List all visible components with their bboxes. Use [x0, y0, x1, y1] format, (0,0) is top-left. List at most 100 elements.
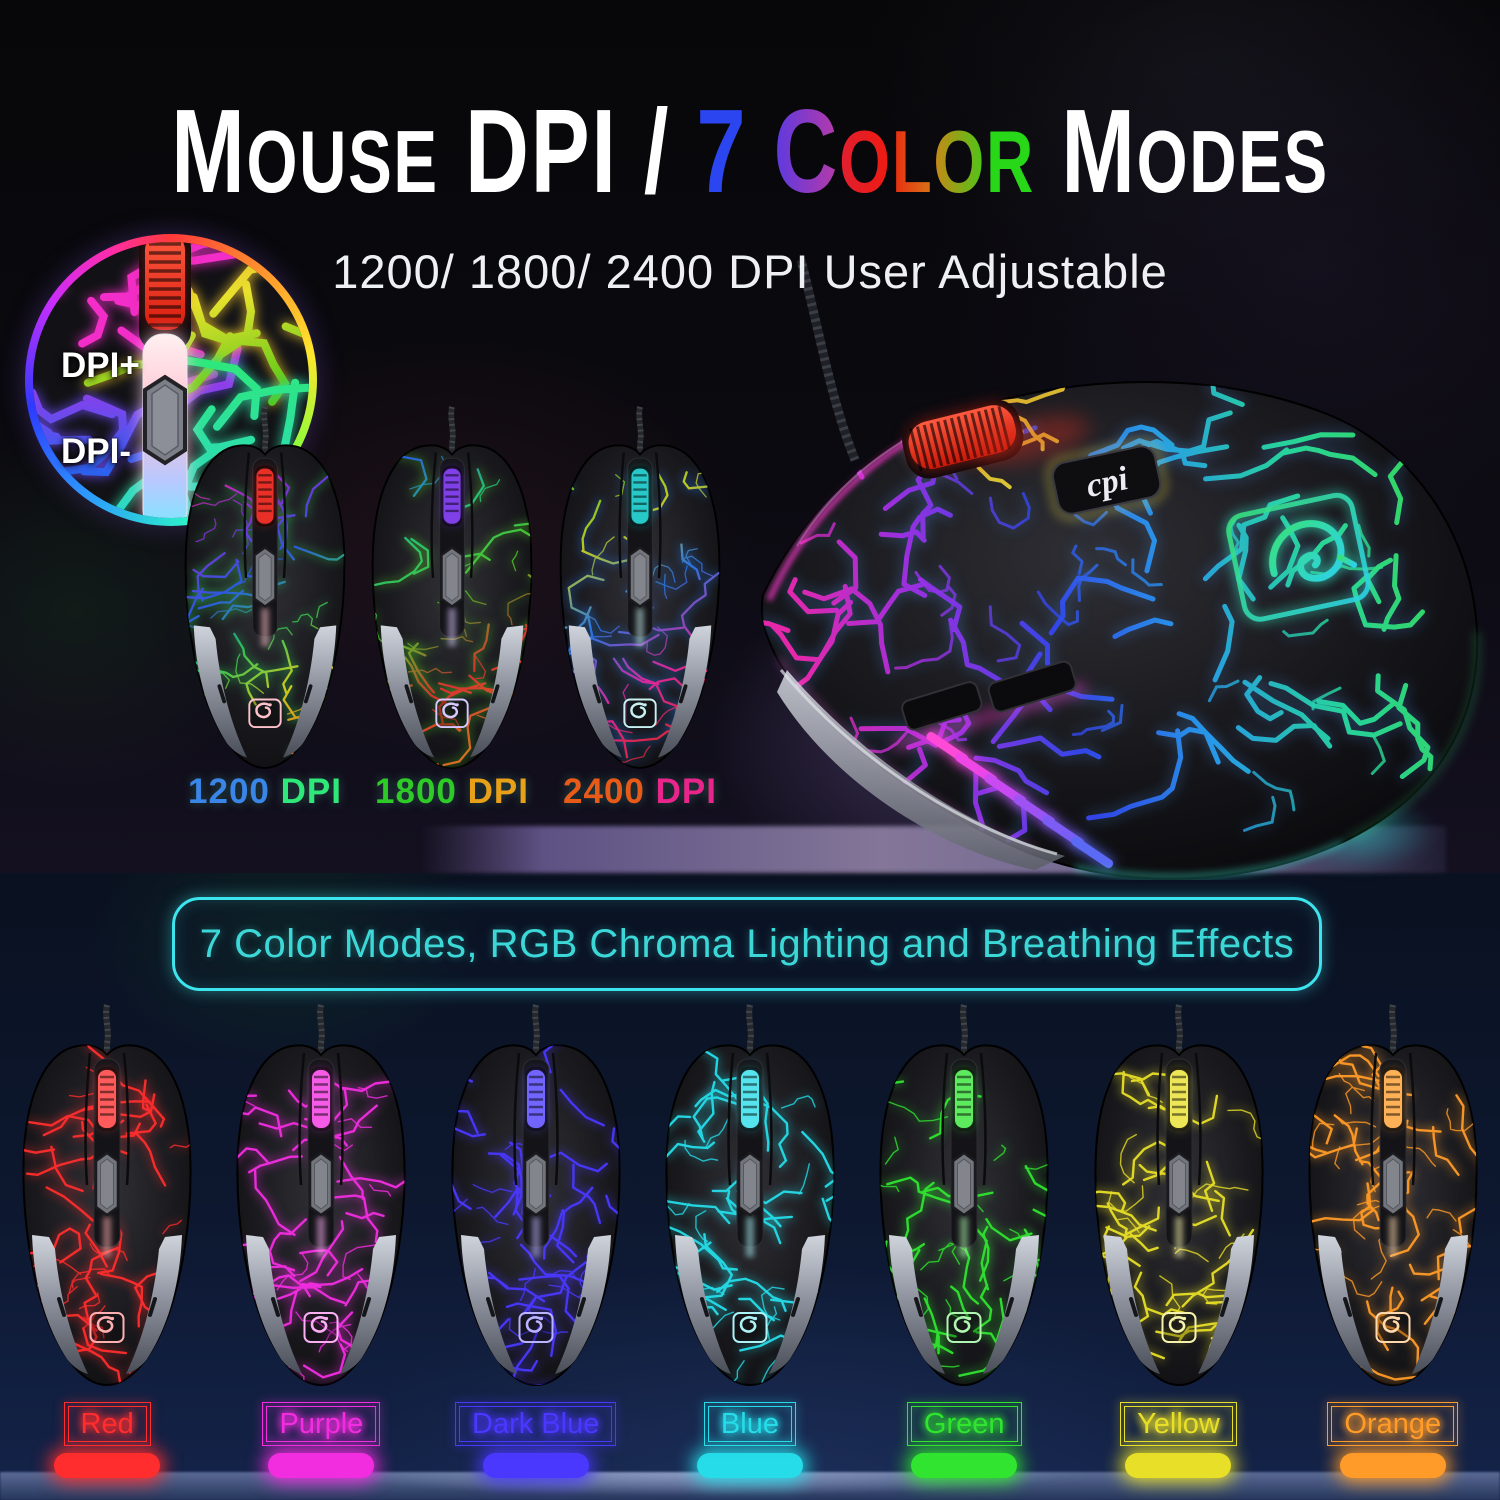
redragon-logo: [435, 698, 469, 728]
dpi-inset-art: [33, 242, 309, 518]
inset-circle-content: [33, 242, 309, 518]
side-grips: [1317, 1235, 1468, 1374]
color-glow-pill: [268, 1453, 375, 1478]
color-name-label: Blue: [707, 1406, 792, 1442]
dpi-value-label: 1200 DPI: [188, 772, 342, 811]
color-mouse-yellow: [1079, 1003, 1279, 1403]
color-modes-banner: 7 Color Modes, RGB Chroma Lighting and B…: [172, 897, 1322, 991]
big-mouse-cable: [796, 258, 860, 462]
gaming-mouse-top-view: [371, 406, 533, 769]
banner-text: 7 Color Modes, RGB Chroma Lighting and B…: [199, 921, 1295, 966]
side-grips: [889, 1235, 1040, 1374]
color-mouse-blue: [650, 1003, 850, 1403]
redragon-logo: [248, 698, 282, 728]
color-glow-pill: [696, 1453, 803, 1478]
scroll-wheel: [443, 468, 461, 524]
gaming-mouse-top-view: [236, 1004, 406, 1387]
color-mouse-purple: [221, 1003, 421, 1403]
color-label-box: Dark Blue: [455, 1402, 617, 1446]
color-label-cell: Purple: [214, 1402, 428, 1478]
scroll-wheel: [1169, 1070, 1188, 1128]
title-suffix: MODES: [1061, 83, 1329, 218]
redragon-logo: [1161, 1312, 1196, 1343]
cpi-button: cpi: [1045, 439, 1168, 522]
dpi-button: [94, 1151, 120, 1217]
color-label-box: Green: [906, 1402, 1022, 1446]
page-title: MOUSE DPI / 7 COLOR MODES: [135, 82, 1365, 220]
mouse-cable: [261, 406, 269, 461]
color-mouse-dark-blue: [436, 1003, 636, 1403]
color-label-box: Red: [63, 1402, 151, 1446]
scroll-wheel: [1383, 1070, 1402, 1128]
color-label-cell: Blue: [643, 1402, 857, 1478]
color-name-label: Dark Blue: [459, 1406, 613, 1442]
color-label-box: Yellow: [1120, 1402, 1237, 1446]
dpi-subtitle: 1200/ 1800/ 2400 DPI User Adjustable: [332, 245, 1168, 298]
color-label-box: Blue: [703, 1402, 796, 1446]
dpi-mouse-1200: [170, 405, 360, 785]
mouse-cable: [1388, 1004, 1397, 1061]
redragon-logo: [732, 1312, 768, 1343]
dpi-mouse-1800: [357, 405, 547, 785]
color-label-cell: Dark Blue: [429, 1402, 643, 1478]
dpi-button: [440, 546, 464, 608]
color-mouse-red: [7, 1003, 207, 1403]
mouse-cable: [531, 1004, 540, 1061]
side-buttons: [892, 660, 1088, 751]
color-glow-pill: [1339, 1453, 1446, 1478]
cpi-button-label: cpi: [1083, 460, 1132, 505]
color-label-cell: Red: [0, 1402, 214, 1478]
title-prefix: MOUSE DPI /: [171, 83, 671, 218]
dpi-button: [628, 546, 652, 608]
color-label-cell: Yellow: [1071, 1402, 1285, 1478]
color-glow-pill: [911, 1453, 1018, 1478]
big-redragon-logo: [1226, 492, 1371, 622]
redragon-logo: [1375, 1312, 1411, 1343]
dpi-value-label: 2400 DPI: [563, 772, 717, 811]
scroll-wheel: [741, 1070, 759, 1128]
mouse-cable: [448, 406, 456, 461]
scroll-wheel: [526, 1070, 545, 1128]
dpi-button: [1166, 1151, 1191, 1217]
redragon-logo: [518, 1312, 554, 1343]
dpi-plus-label: DPI+: [61, 346, 140, 385]
gaming-mouse-top-view: [1094, 1004, 1263, 1387]
mouse-cable: [317, 1004, 326, 1061]
color-glow-pill: [1125, 1453, 1232, 1478]
color-mouse-orange: [1293, 1003, 1493, 1403]
color-name-label: Red: [67, 1406, 147, 1442]
gaming-mouse-top-view: [559, 406, 721, 769]
gaming-mouse-top-view: [451, 1004, 621, 1387]
side-grips: [460, 1235, 611, 1374]
side-grips: [193, 625, 337, 758]
title-rainbow-words: 7 COLOR: [696, 83, 1035, 218]
color-name-label: Yellow: [1124, 1406, 1233, 1442]
big-mouse-art: cpi: [761, 258, 1480, 880]
scroll-wheel: [955, 1070, 974, 1128]
dpi-value-label: 1800 DPI: [375, 772, 529, 811]
color-name-labels-row: Red Purple Dark Blue Blue Green Yellow Orange: [0, 1402, 1500, 1478]
scroll-wheel: [98, 1070, 117, 1128]
redragon-logo: [946, 1312, 982, 1343]
dpi-button: [1380, 1151, 1406, 1217]
inset-dpi-button: [143, 374, 187, 466]
mouse-cable: [636, 406, 644, 461]
dpi-button: [309, 1151, 334, 1217]
mouse-cable: [103, 1004, 111, 1061]
color-name-label: Purple: [266, 1406, 377, 1442]
color-mouse-green: [864, 1003, 1064, 1403]
inset-scroll-wheel: [145, 242, 185, 330]
dpi-minus-label: DPI-: [61, 432, 131, 471]
color-glow-pill: [54, 1453, 161, 1478]
redragon-logo: [303, 1312, 339, 1343]
mouse-cable: [960, 1004, 969, 1061]
side-grips: [675, 1235, 825, 1374]
scroll-wheel: [631, 468, 649, 524]
color-label-box: Orange: [1327, 1402, 1459, 1446]
glow-vents: [926, 731, 1114, 869]
color-label-cell: Orange: [1286, 1402, 1500, 1478]
silver-base-trim: [777, 670, 1065, 870]
gaming-mouse-top-view: [879, 1004, 1049, 1387]
side-grips: [1103, 1235, 1254, 1374]
